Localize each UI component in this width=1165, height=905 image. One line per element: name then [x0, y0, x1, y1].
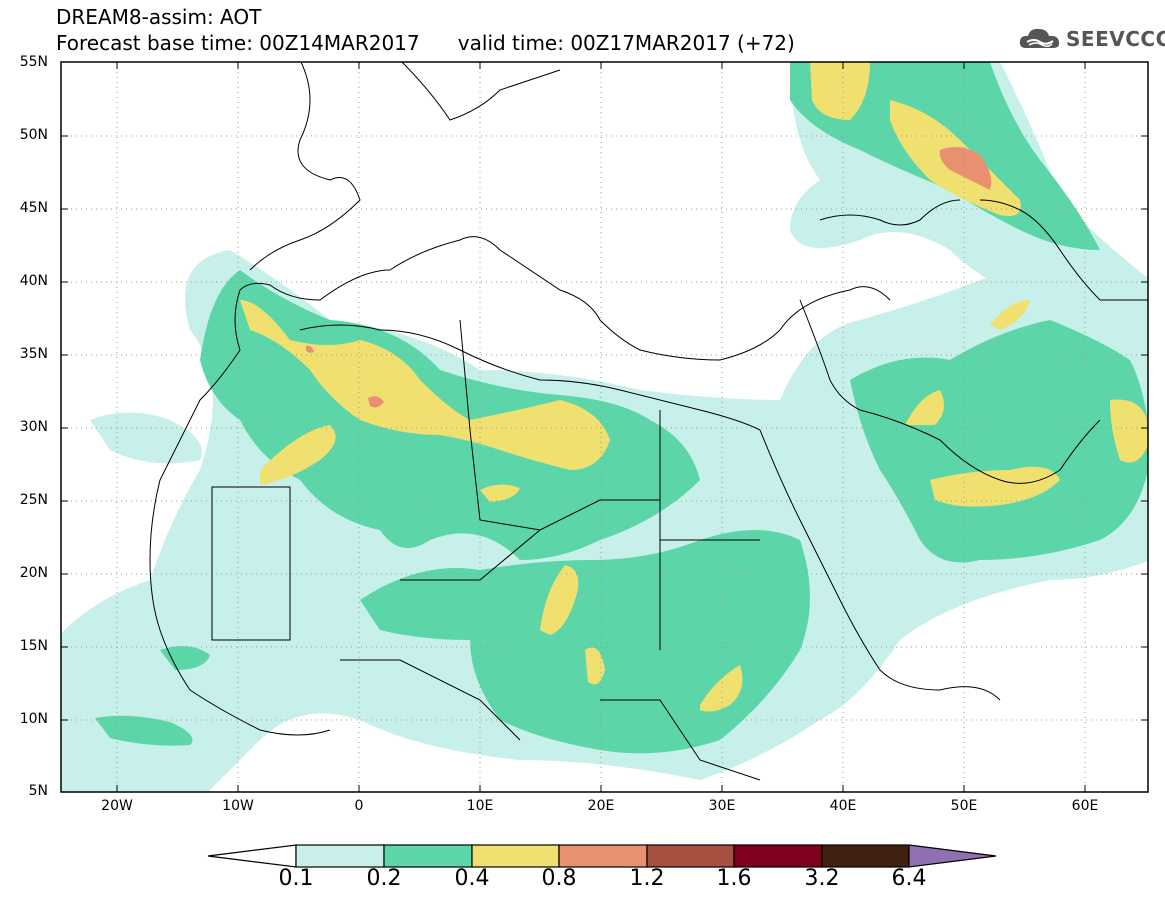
lat-label: 50N	[19, 127, 48, 143]
colorbar-label: 0.2	[366, 866, 402, 891]
aot-high-region	[585, 647, 605, 685]
lat-label: 20N	[19, 565, 48, 581]
lat-label: 35N	[19, 346, 48, 362]
colorbar-label: 1.2	[629, 866, 665, 891]
colorbar-over-arrow	[908, 844, 997, 868]
base-time-label: Forecast base time: 00Z14MAR2017	[56, 31, 420, 55]
colorbar-box	[471, 844, 560, 868]
axis-ticks	[61, 61, 1148, 793]
aot-very-high-region	[306, 345, 314, 353]
aot-mid-region	[95, 715, 193, 746]
aot-mid-region	[360, 530, 810, 754]
colorbar-box	[558, 844, 648, 868]
lon-label: 50E	[950, 798, 978, 814]
colorbar-box	[383, 844, 473, 868]
aot-very-high-region	[368, 396, 384, 408]
lat-label: 55N	[19, 54, 48, 70]
seevccc-logo: SEEVCCC	[1018, 26, 1165, 52]
lat-label: 45N	[19, 200, 48, 216]
lat-label: 10N	[19, 711, 48, 727]
map-frame	[60, 61, 1149, 793]
aot-high-region	[990, 300, 1030, 330]
lon-label: 10E	[466, 798, 494, 814]
aot-high-region	[1110, 399, 1148, 463]
aot-high-region	[260, 425, 336, 485]
colorbar-label: 3.2	[804, 866, 840, 891]
colorbar-label: 0.4	[454, 866, 490, 891]
aot-high-region	[905, 390, 944, 425]
colorbar-label: 1.6	[716, 866, 752, 891]
colorbar-box	[821, 844, 910, 868]
coastlines	[149, 62, 1148, 781]
lat-label: 15N	[19, 638, 48, 654]
aot-high-region	[240, 300, 610, 470]
map-title: DREAM8-assim: AOT	[56, 5, 262, 29]
aot-high-region	[700, 665, 743, 712]
lon-label: 10W	[222, 798, 254, 814]
aot-high-region	[540, 565, 579, 635]
colorbar	[207, 844, 997, 868]
colorbar-box	[646, 844, 735, 868]
lat-label: 5N	[28, 783, 48, 799]
valid-time-label: valid time: 00Z17MAR2017 (+72)	[457, 31, 795, 55]
lat-label: 30N	[19, 419, 48, 435]
aot-high-region	[810, 62, 870, 120]
forecast-times: Forecast base time: 00Z14MAR2017 valid t…	[56, 32, 795, 54]
cloud-logo-icon	[1019, 28, 1060, 48]
aot-mid-region	[850, 320, 1148, 563]
lon-label: 60E	[1071, 798, 1099, 814]
aot-field	[61, 62, 1148, 792]
colorbar-label: 0.1	[278, 866, 314, 891]
aot-low-region	[61, 710, 230, 792]
aot-low-region	[90, 412, 202, 464]
lon-label: 20E	[587, 798, 615, 814]
lat-label: 40N	[19, 273, 48, 289]
colorbar-box	[733, 844, 823, 868]
aot-mid-region	[160, 646, 210, 670]
aot-very-high-region	[939, 146, 992, 190]
colorbar-box	[295, 844, 385, 868]
logo-text: SEEVCCC	[1066, 27, 1165, 51]
lat-label: 25N	[19, 492, 48, 508]
colorbar-under-arrow	[207, 844, 297, 868]
lon-label: 0	[354, 798, 364, 814]
colorbar-label: 6.4	[891, 866, 927, 891]
aot-high-region	[930, 466, 1060, 507]
lon-label: 40E	[829, 798, 857, 814]
lon-label: 30E	[708, 798, 736, 814]
lon-label: 20W	[101, 798, 133, 814]
colorbar-label: 0.8	[541, 866, 577, 891]
aot-high-region	[480, 484, 520, 502]
map-grid	[61, 62, 1148, 792]
